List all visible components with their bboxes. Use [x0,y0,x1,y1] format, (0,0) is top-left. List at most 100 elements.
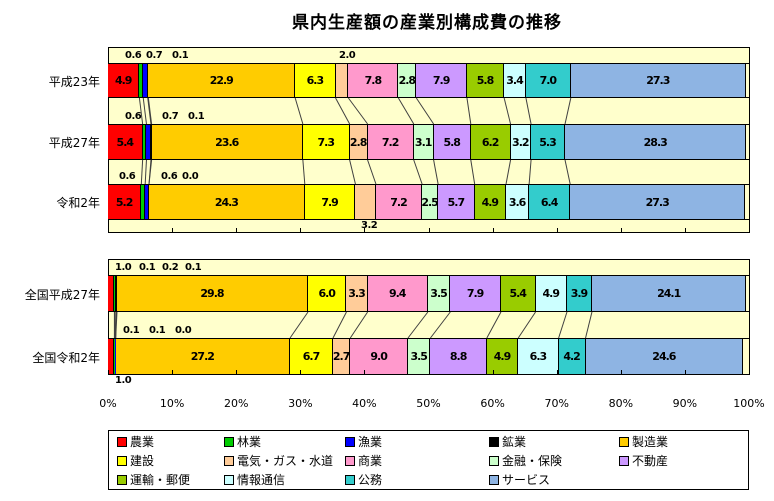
small-value-label: 0.2 [162,262,179,273]
legend-item: サービス [489,471,550,488]
data-label: 22.9 [209,74,234,87]
bar-segment: 5.3 [531,125,566,159]
bar-segment: 7.9 [304,185,356,219]
bar-row: 27.2 6.7 2.7 9.0 3.5 8.8 4.9 6.3 4.2 24.6 [108,338,749,375]
legend-label: 鉱業 [502,435,527,449]
legend-item: 不動産 [619,452,668,469]
data-label: 7.2 [381,135,399,149]
legend-item: 鉱業 [489,433,526,450]
data-label: 29.8 [200,287,224,300]
data-label: 6.0 [318,287,335,300]
data-label: 3.9 [570,287,588,300]
data-label: 3.6 [508,195,526,209]
data-label: 6.7 [302,350,320,363]
bar-segment: 3.2 [510,125,532,159]
data-label: 4.9 [493,350,511,363]
data-label: 5.2 [115,195,133,209]
bar-segment [114,276,116,311]
data-label: 5.3 [539,135,556,149]
bar-segment: 2.8 [349,125,368,159]
small-value-label: 0.6 [125,50,142,61]
small-value-label: 1.0 [115,375,132,386]
data-label: 7.9 [432,74,450,87]
x-tick-mark [492,228,494,232]
small-value-label: 0.6 [125,111,142,122]
data-label: 5.4 [509,287,526,300]
legend-item: 農業 [117,433,154,450]
bar-segment: 3.9 [566,276,592,311]
bar-row: 5.4 23.6 7.3 2.8 7.2 3.1 5.8 6.2 3.2 5.3 28.3 [108,124,749,160]
data-label: 7.3 [317,135,335,149]
bar-row: 4.9 22.9 6.3 7.8 2.8 7.9 5.8 3.4 7.0 27.3 [108,63,749,98]
bar-segment [150,125,152,159]
x-tick-label: 100% [733,397,765,410]
x-tick-label: 30% [288,397,313,410]
legend-swatch-icon [489,436,499,447]
bar-segment [142,125,147,159]
data-label: 6.3 [529,350,547,363]
legend-label: 建設 [130,454,155,468]
bar-segment [335,64,349,97]
bar-segment: 22.9 [148,64,296,97]
bar-segment: 7.9 [450,276,501,311]
bar-segment: 6.3 [295,64,336,97]
legend-swatch-icon [619,455,629,466]
bar-segment: 28.3 [565,125,747,159]
data-label: 23.6 [215,135,239,149]
x-tick-mark [300,370,302,374]
x-tick-mark [172,228,174,232]
small-value-label: 0.1 [139,262,156,273]
legend-label: 公務 [358,473,383,487]
bar-segment: 7.0 [525,64,571,97]
legend-swatch-icon [345,474,355,485]
legend-label: サービス [502,473,551,487]
small-value-label: 0.1 [172,50,189,61]
legend-label: 電気・ガス・水道 [237,454,334,468]
legend-swatch-icon [117,474,127,485]
legend-item: 公務 [345,471,382,488]
bar-segment [145,185,150,219]
bar-segment: 5.7 [438,185,475,219]
x-tick-mark [620,228,622,232]
bar-segment: 24.6 [585,339,744,374]
legend-swatch-icon [224,474,234,485]
x-tick-mark [556,370,558,374]
bar-segment [108,276,115,311]
bar-segment [115,276,117,311]
bar-row: 29.8 6.0 3.3 9.4 3.5 7.9 5.4 4.9 3.9 24.1 [108,275,749,312]
legend-label: 漁業 [358,435,383,449]
category-label: 全国令和2年 [32,350,100,365]
bar-segment: 7.2 [367,125,414,159]
x-tick-mark [108,228,109,232]
bar-segment: 5.4 [500,276,536,311]
chart-title: 県内生産額の産業別構成費の推移 [292,13,562,33]
bar-segment: 3.4 [504,64,526,97]
bar-segment: 5.4 [108,125,143,159]
bar-segment: 6.2 [470,125,511,159]
data-label: 7.9 [466,287,484,300]
bar-segment: 24.3 [149,185,305,219]
small-value-label: 0.0 [175,325,192,336]
bar-segment: 27.2 [115,339,291,374]
data-label: 27.2 [190,350,215,363]
data-label: 3.1 [414,135,432,149]
x-tick-label: 40% [352,397,377,410]
data-label: 2.7 [332,350,350,363]
small-value-label: 0.6 [119,171,136,182]
bar-segment [115,339,117,374]
legend-swatch-icon [345,436,355,447]
data-label: 2.5 [421,195,438,209]
x-tick-mark [749,370,750,374]
data-label: 3.2 [512,135,529,149]
bar-segment: 4.9 [535,276,567,311]
data-label: 4.9 [114,74,132,87]
bar-segment: 4.9 [108,64,140,97]
x-tick-mark [492,370,494,374]
bar-segment: 6.3 [518,339,559,374]
data-label: 2.8 [398,74,416,87]
legend-item: 製造業 [619,433,668,450]
small-value-label: 0.1 [123,325,140,336]
bar-segment: 9.4 [367,276,428,311]
legend-label: 製造業 [632,435,669,449]
data-label: 7.9 [321,195,338,209]
